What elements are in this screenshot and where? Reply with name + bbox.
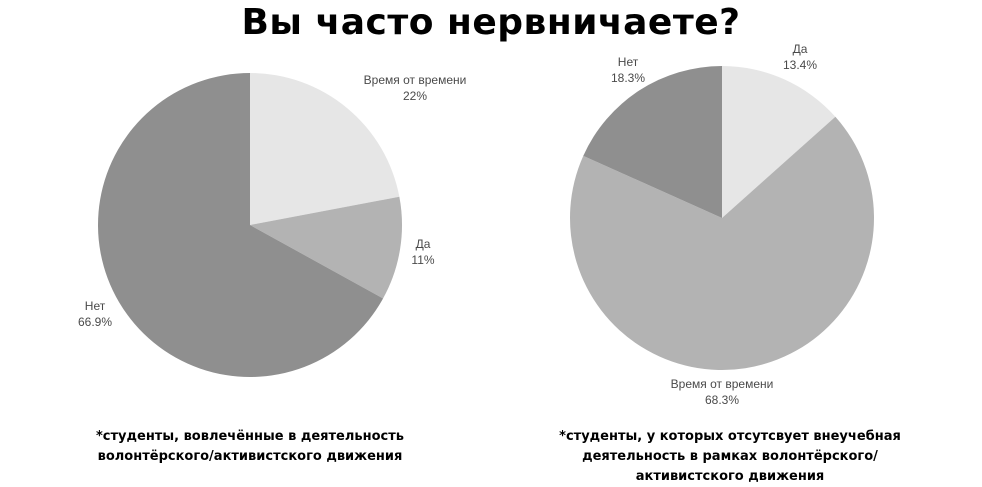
slice-label: Да 13.4% bbox=[783, 42, 817, 72]
slice-category-label: Нет bbox=[85, 299, 106, 313]
slice-value-label: 22% bbox=[403, 89, 427, 103]
slice-label: Время от времени 22% bbox=[364, 73, 467, 103]
caption-non-volunteers: *студенты, у которых отсутсвует внеучебн… bbox=[530, 427, 930, 487]
slice-label: Нет 18.3% bbox=[611, 55, 645, 85]
caption-volunteers: *студенты, вовлечённые в деятельность во… bbox=[60, 427, 440, 467]
slice-label: Да 11% bbox=[411, 237, 434, 267]
slice-category-label: Да bbox=[793, 42, 808, 56]
slice-value-label: 68.3% bbox=[705, 393, 739, 407]
slice-label: Время от времени 68.3% bbox=[671, 377, 774, 407]
caption-line: волонтёрского/активистского движения bbox=[97, 449, 403, 464]
page-title: Вы часто нервничаете? bbox=[241, 2, 741, 43]
pie-slice bbox=[583, 66, 722, 218]
caption-line: *студенты, у которых отсутсвует внеучебн… bbox=[559, 429, 901, 444]
pie-slice bbox=[569, 116, 874, 371]
pie-slice bbox=[722, 66, 836, 218]
pie-chart-volunteers: Время от времени 22% Да 11% Нет 66.9% bbox=[78, 72, 467, 378]
slice-value-label: 66.9% bbox=[78, 315, 112, 329]
slice-label: Нет 66.9% bbox=[78, 299, 112, 329]
slice-value-label: 18.3% bbox=[611, 71, 645, 85]
slice-category-label: Время от времени bbox=[671, 377, 774, 391]
caption-line: активистского движения bbox=[635, 469, 825, 484]
slice-value-label: 11% bbox=[411, 253, 434, 267]
slice-category-label: Да bbox=[416, 237, 431, 251]
pie-slice bbox=[250, 196, 403, 299]
pie-slice bbox=[250, 73, 400, 225]
pie-chart-non-volunteers: Да 13.4% Время от времени 68.3% Нет 18.3% bbox=[569, 42, 874, 407]
slice-category-label: Время от времени bbox=[364, 73, 467, 87]
caption-line: деятельность в рамках волонтёрского/ bbox=[582, 449, 878, 464]
pie-slice bbox=[98, 72, 384, 378]
caption-line: *студенты, вовлечённые в деятельность bbox=[96, 429, 404, 444]
slice-category-label: Нет bbox=[618, 55, 639, 69]
slice-value-label: 13.4% bbox=[783, 58, 817, 72]
